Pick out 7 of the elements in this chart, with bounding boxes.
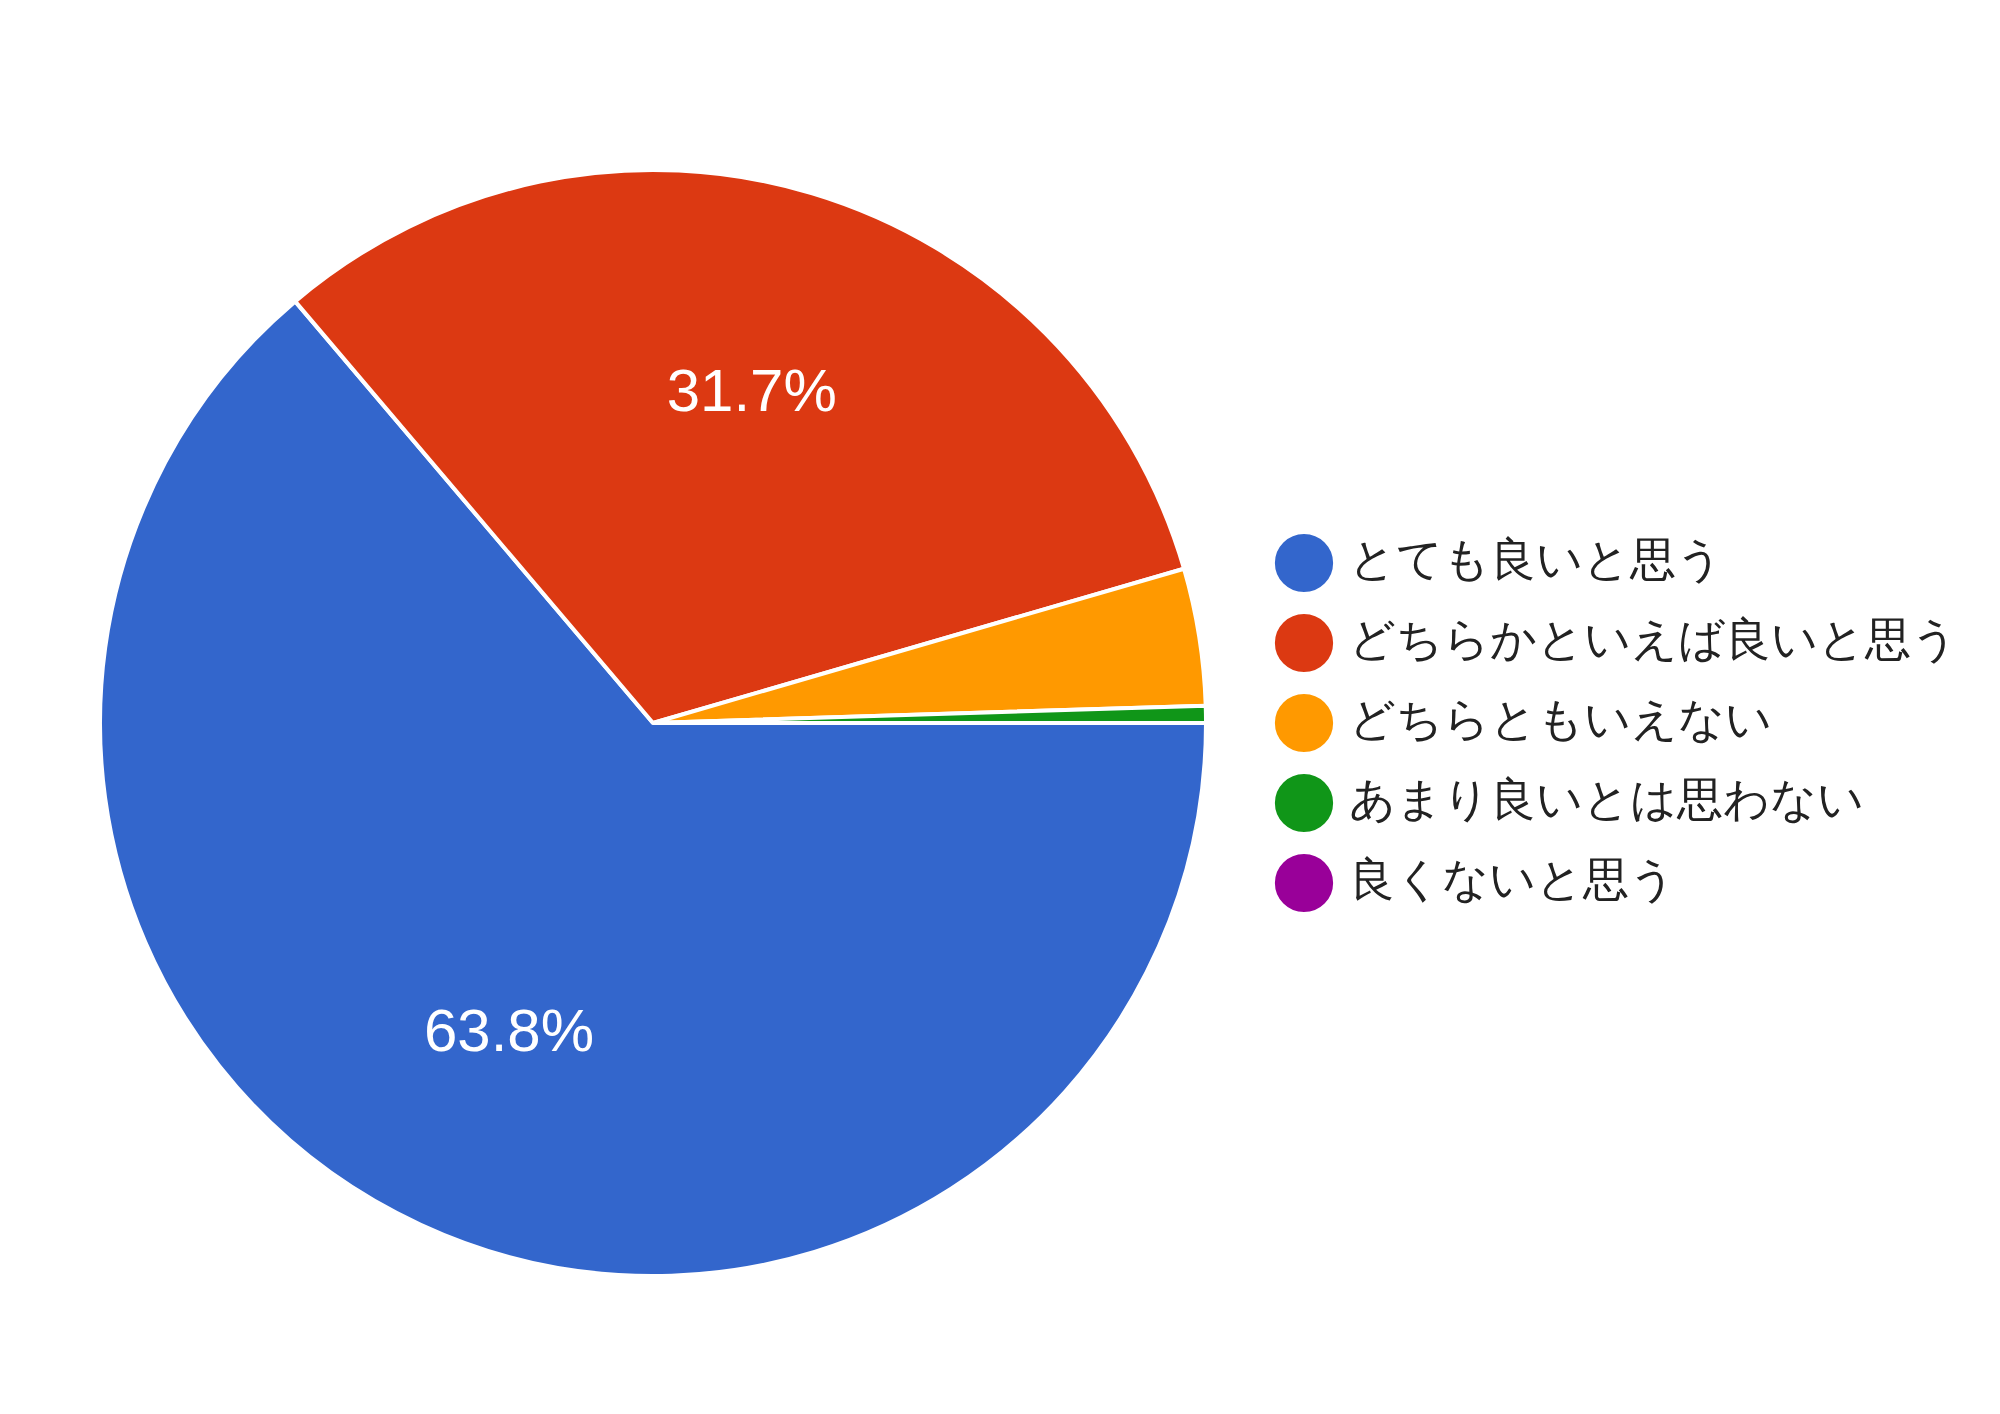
data-label: 63.8% [423, 996, 595, 1064]
legend-label: あまり良いとは思わない [1349, 771, 1864, 826]
legend-label: とても良いと思う [1349, 531, 1723, 586]
legend-label: どちらともいえない [1349, 691, 1772, 746]
legend-label: 良くないと思う [1349, 851, 1676, 906]
data-label: 31.7% [666, 357, 837, 425]
legend-label: どちらかといえば良いと思う [1349, 611, 1958, 666]
